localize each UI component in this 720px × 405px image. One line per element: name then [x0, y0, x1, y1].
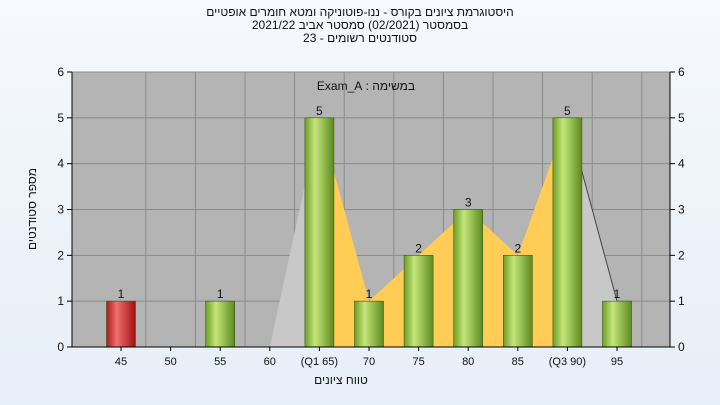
x-axis-label: טווח ציונים: [314, 373, 368, 387]
chart-title: היסטוגרמת ציונים בקורס - ננו-פוטוניקה ומ…: [0, 6, 720, 45]
y-tick-label: 6: [57, 65, 64, 79]
data-label: 5: [564, 104, 571, 118]
y-axis-label: מספר סטודנטים: [25, 168, 39, 250]
bars: [106, 117, 632, 348]
y-tick-label-right: 0: [678, 340, 685, 354]
bar-70: [354, 300, 384, 348]
y-tick-label-right: 3: [678, 203, 685, 217]
x-tick-label: 85: [512, 356, 524, 368]
data-label: 5: [316, 104, 323, 118]
data-label: 1: [217, 287, 224, 301]
y-tick-label-right: 2: [678, 248, 685, 262]
x-tick-label: 60: [264, 356, 276, 368]
bar-55: [205, 300, 235, 348]
x-tick-label: 75: [412, 356, 424, 368]
bar-80: [453, 209, 484, 348]
chart-title-line-1: היסטוגרמת ציונים בקורס - ננו-פוטוניקה ומ…: [206, 5, 514, 19]
bar-75: [403, 255, 434, 348]
y-tick-label: 1: [57, 294, 64, 308]
bar-45: [106, 300, 136, 348]
y-tick-label: 4: [57, 157, 64, 171]
y-tick-label-right: 1: [678, 294, 685, 308]
x-tick-label: 80: [462, 356, 474, 368]
data-label: 1: [118, 287, 125, 301]
x-tick-label: 95: [611, 356, 623, 368]
data-label: 2: [514, 241, 521, 255]
data-label: 2: [415, 241, 422, 255]
data-labels: 1 1 5 1 2 3 2 5 1: [118, 104, 621, 301]
x-tick-label: 70: [363, 356, 375, 368]
x-tick-label: (Q1 65): [301, 356, 338, 368]
y-tick-label-right: 4: [678, 157, 685, 171]
bar-(Q1 65): [304, 117, 335, 348]
y-tick-label: 5: [57, 111, 64, 125]
bar-(Q3 90): [552, 117, 583, 348]
y-tick-label: 3: [57, 203, 64, 217]
data-label: 1: [614, 287, 621, 301]
y-tick-label: 2: [57, 248, 64, 262]
x-tick-label: 50: [164, 356, 176, 368]
annotation-label: במשימה : Exam_A: [317, 79, 415, 93]
chart-title-line-2: בסמסטר (02/2021) סמסטר אביב 2021/22: [251, 18, 469, 32]
axes: 0 01 12 23 34 45 56 645 50 55 60 (Q1 65) 70 75 80 85 (Q3…: [57, 65, 685, 368]
bar-95: [602, 300, 632, 348]
x-tick-label: (Q3 90): [549, 356, 586, 368]
x-tick-label: 55: [214, 356, 226, 368]
y-tick-label-right: 6: [678, 65, 685, 79]
data-label: 1: [366, 287, 373, 301]
data-label: 3: [465, 196, 472, 210]
bar-85: [502, 255, 533, 348]
chart-title-line-3: סטודנטים רשומים - 23: [303, 31, 417, 45]
y-tick-label-right: 5: [678, 111, 685, 125]
y-tick-label: 0: [57, 340, 64, 354]
x-tick-label: 45: [115, 356, 127, 368]
